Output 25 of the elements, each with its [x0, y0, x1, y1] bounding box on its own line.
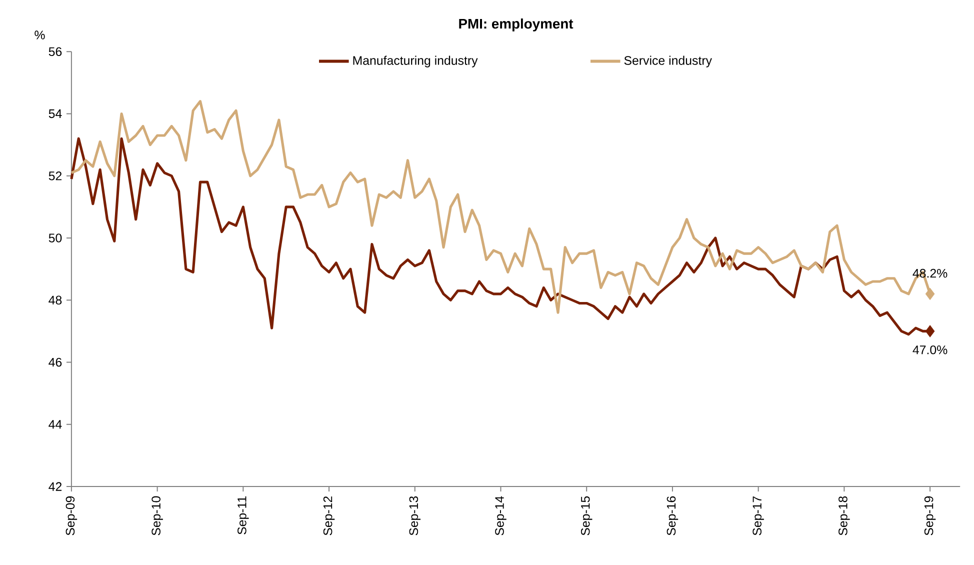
data-label: 48.2%: [912, 268, 948, 278]
y-tick-label: 50: [48, 234, 62, 242]
chart-title: PMI: employment: [459, 18, 574, 32]
x-tick-label: Sep-14: [495, 496, 506, 536]
x-tick-label: Sep-12: [323, 496, 335, 536]
x-tick-label: Sep-19: [924, 496, 936, 536]
x-tick-label: Sep-09: [66, 496, 78, 536]
x-tick-label: Sep-11: [238, 496, 249, 534]
legend-label: Manufacturing industry: [353, 56, 478, 68]
x-tick-label: Sep-18: [838, 496, 850, 536]
x-tick-label: Sep-13: [409, 496, 421, 536]
y-tick-label: 54: [48, 109, 62, 118]
y-axis-title: %: [34, 30, 45, 40]
x-tick-label: Sep-15: [580, 496, 592, 536]
x-tick-label: Sep-10: [152, 496, 163, 536]
y-tick-label: 52: [48, 171, 62, 180]
x-tick-label: Sep-17: [752, 496, 764, 536]
x-tick-label: Sep-16: [666, 496, 678, 536]
legend-label: Service industry: [624, 56, 712, 68]
y-tick-label: 56: [48, 47, 62, 56]
y-tick-label: 46: [48, 358, 62, 367]
y-tick-label: 44: [48, 420, 62, 429]
data-label: 47.0%: [912, 345, 948, 354]
y-tick-label: 42: [48, 482, 62, 491]
y-tick-label: 48: [48, 296, 62, 305]
